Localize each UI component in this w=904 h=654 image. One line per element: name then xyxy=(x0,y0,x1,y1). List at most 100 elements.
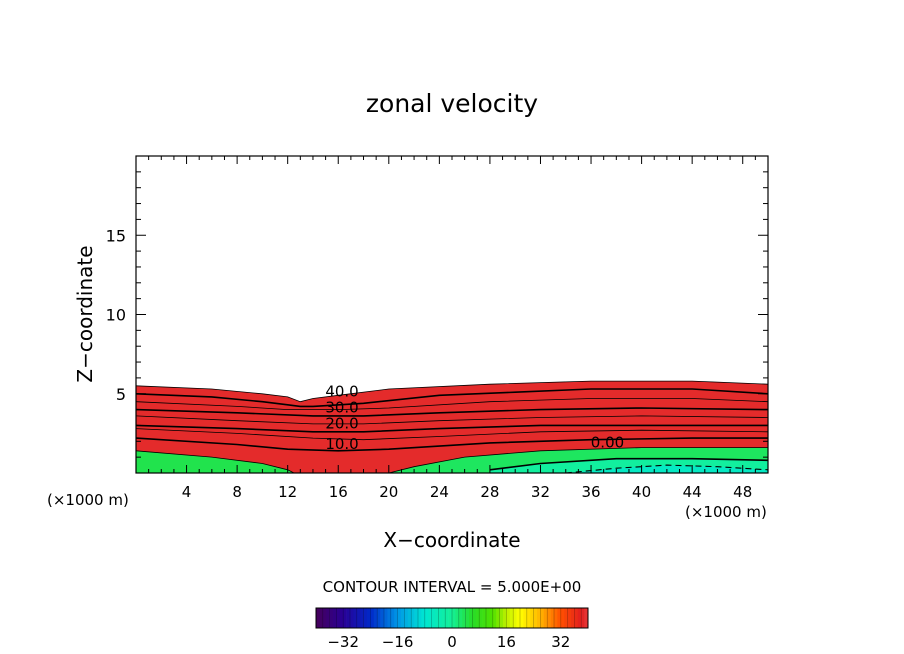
x-unit-left: (×1000 m) xyxy=(47,491,129,509)
colorbar-cell xyxy=(322,608,327,628)
colorbar-cell xyxy=(390,608,395,628)
colorbar-cell xyxy=(452,608,456,628)
colorbar-cell xyxy=(404,608,409,628)
y-axis-label: Z−coordinate xyxy=(73,245,97,382)
colorbar-cell xyxy=(360,608,364,628)
colorbar-cell xyxy=(356,608,361,628)
colorbar-cell xyxy=(458,608,463,628)
colorbar-cell xyxy=(414,608,419,628)
contour-line xyxy=(136,388,768,408)
colorbar-cell xyxy=(319,608,324,628)
colorbar-cell xyxy=(526,608,531,628)
colorbar-cell xyxy=(537,608,541,628)
colorbar-frame xyxy=(315,607,589,629)
colorbar-cell xyxy=(509,608,514,628)
colorbar-cell xyxy=(333,608,337,628)
colorbar-cell xyxy=(441,608,446,628)
colorbar-cell xyxy=(346,608,351,628)
x-tick-label: 8 xyxy=(232,483,242,501)
colorbar-cell xyxy=(367,608,371,628)
contour-label: 30.0 xyxy=(325,398,358,416)
colorbar-tick-label: 32 xyxy=(551,633,570,651)
x-tick-label: 36 xyxy=(581,483,600,501)
colorbar-cell xyxy=(577,608,582,628)
colorbar-cell xyxy=(584,608,589,628)
colorbar-cell xyxy=(384,608,388,628)
colorbar-cell xyxy=(411,608,415,628)
colorbar-cell xyxy=(523,608,528,628)
colorbar-cell xyxy=(326,608,330,628)
colorbar-cell xyxy=(472,608,477,628)
x-tick-label: 12 xyxy=(278,483,297,501)
colorbar-cell xyxy=(479,608,483,628)
colorbar-cell xyxy=(418,608,422,628)
colorbar-cell xyxy=(475,608,480,628)
contour-label: 40.0 xyxy=(325,383,358,401)
contour-line xyxy=(136,407,768,417)
contour-line xyxy=(136,424,768,433)
colorbar-cell xyxy=(516,608,521,628)
colorbar-cell xyxy=(435,608,439,628)
colorbar-cell xyxy=(397,608,402,628)
colorbar-cell xyxy=(431,608,436,628)
colorbar: −32 −16 0 16 32 xyxy=(315,607,589,651)
contour-interval-text: CONTOUR INTERVAL = 5.000E+00 xyxy=(323,578,582,596)
chart-title: zonal velocity xyxy=(366,89,538,118)
x-tick-label: 44 xyxy=(683,483,702,501)
y-tick-label: 5 xyxy=(116,385,126,404)
x-tick-label: 32 xyxy=(531,483,550,501)
colorbar-cell xyxy=(329,608,334,628)
colorbar-cell xyxy=(469,608,473,628)
field-band xyxy=(136,450,294,473)
colorbar-cell xyxy=(339,608,344,628)
contour-lines xyxy=(136,380,768,473)
colorbar-cell xyxy=(343,608,347,628)
colorbar-cell xyxy=(560,608,565,628)
x-tick-label: 24 xyxy=(430,483,449,501)
contour-label: 0.00 xyxy=(591,433,624,451)
colorbar-cell xyxy=(533,608,538,628)
colorbar-cell xyxy=(353,608,358,628)
colorbar-cell xyxy=(496,608,500,628)
colorbar-cell xyxy=(503,608,507,628)
colorbar-cell xyxy=(373,608,378,628)
x-tick-label: 40 xyxy=(632,483,651,501)
contour-line xyxy=(489,457,768,471)
colorbar-cell xyxy=(370,608,375,628)
colorbar-tick-label: −16 xyxy=(382,633,414,651)
contour-line xyxy=(388,447,768,473)
colorbar-cell xyxy=(530,608,534,628)
contour-line xyxy=(136,428,768,441)
contour-line xyxy=(136,415,768,425)
colorbar-cell xyxy=(492,608,497,628)
colorbar-cell xyxy=(421,608,426,628)
contour-label: 10.0 xyxy=(325,435,358,453)
contour-line xyxy=(136,437,768,452)
colorbar-cell xyxy=(387,608,392,628)
y-tick-label: 10 xyxy=(106,306,126,325)
colorbar-cell xyxy=(543,608,548,628)
colorbar-cell xyxy=(513,608,517,628)
colorbar-cell xyxy=(462,608,466,628)
colorbar-tick-label: 0 xyxy=(447,633,457,651)
colorbar-tick-label: 16 xyxy=(497,633,516,651)
colorbar-cell xyxy=(465,608,470,628)
contour-label: 20.0 xyxy=(325,414,358,432)
colorbar-cell xyxy=(564,608,568,628)
colorbar-cell xyxy=(428,608,432,628)
colorbar-cell xyxy=(482,608,487,628)
colorbar-cell xyxy=(448,608,453,628)
colorbar-cell xyxy=(506,608,511,628)
colorbar-cell xyxy=(499,608,504,628)
colorbar-cell xyxy=(438,608,443,628)
colorbar-cell xyxy=(377,608,381,628)
contour-labels: 40.030.020.0 10.0 0.00 xyxy=(325,383,624,453)
x-tick-label: 16 xyxy=(329,483,348,501)
colorbar-cell xyxy=(407,608,412,628)
colorbar-cell xyxy=(557,608,562,628)
colorbar-cell xyxy=(363,608,368,628)
colorbar-cell xyxy=(336,608,341,628)
colorbar-cell xyxy=(401,608,405,628)
x-tick-label: 20 xyxy=(379,483,398,501)
